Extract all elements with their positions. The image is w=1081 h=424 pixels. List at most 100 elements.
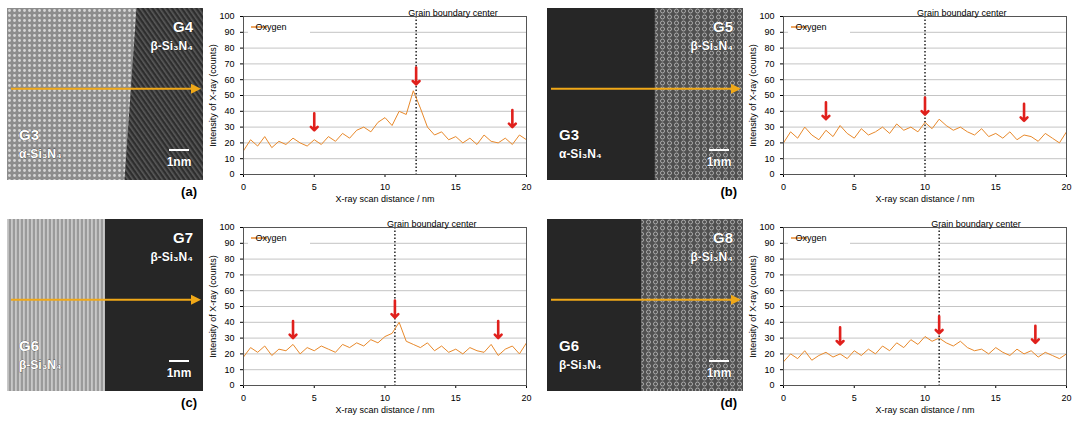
- svg-text:β-Si₃N₄: β-Si₃N₄: [690, 250, 733, 264]
- svg-text:100: 100: [219, 222, 234, 232]
- svg-text:10: 10: [224, 154, 234, 164]
- svg-text:10: 10: [380, 182, 390, 192]
- svg-text:70: 70: [764, 59, 774, 69]
- svg-text:Intensity of X-ray (counts): Intensity of X-ray (counts): [748, 255, 758, 358]
- svg-text:α-Si₃N₄: α-Si₃N₄: [559, 147, 602, 161]
- svg-text:20: 20: [764, 138, 774, 148]
- svg-text:40: 40: [764, 106, 774, 116]
- svg-text:10: 10: [380, 393, 390, 403]
- svg-text:1nm: 1nm: [167, 366, 192, 380]
- svg-text:80: 80: [764, 254, 774, 264]
- svg-text:Oxygen: Oxygen: [255, 233, 286, 243]
- svg-text:5: 5: [312, 182, 317, 192]
- svg-text:15: 15: [451, 393, 461, 403]
- svg-text:100: 100: [219, 11, 234, 21]
- svg-text:70: 70: [224, 270, 234, 280]
- svg-text:X-ray scan distance / nm: X-ray scan distance / nm: [875, 405, 974, 415]
- svg-text:40: 40: [764, 317, 774, 327]
- svg-text:60: 60: [764, 286, 774, 296]
- svg-text:70: 70: [764, 270, 774, 280]
- svg-text:100: 100: [759, 222, 774, 232]
- svg-text:100: 100: [759, 11, 774, 21]
- svg-text:Intensity of X-ray (counts): Intensity of X-ray (counts): [208, 44, 218, 147]
- svg-text:Oxygen: Oxygen: [255, 22, 286, 32]
- svg-text:Grain boundary center: Grain boundary center: [387, 219, 477, 229]
- svg-text:50: 50: [224, 301, 234, 311]
- svg-text:0: 0: [229, 169, 234, 179]
- svg-text:Oxygen: Oxygen: [795, 22, 826, 32]
- svg-text:0: 0: [781, 393, 786, 403]
- svg-text:G5: G5: [713, 18, 733, 35]
- svg-text:10: 10: [920, 393, 930, 403]
- svg-text:60: 60: [224, 75, 234, 85]
- svg-text:Grain boundary center: Grain boundary center: [408, 8, 498, 18]
- svg-text:1nm: 1nm: [167, 155, 192, 169]
- svg-text:G4: G4: [173, 18, 194, 35]
- svg-text:20: 20: [1061, 393, 1071, 403]
- svg-text:β-Si₃N₄: β-Si₃N₄: [690, 39, 733, 53]
- svg-text:90: 90: [224, 27, 234, 37]
- svg-text:Grain boundary center: Grain boundary center: [917, 8, 1007, 18]
- svg-text:0: 0: [241, 182, 246, 192]
- svg-text:5: 5: [852, 182, 857, 192]
- svg-text:10: 10: [224, 365, 234, 375]
- svg-text:G6: G6: [19, 337, 39, 354]
- svg-text:50: 50: [764, 301, 774, 311]
- svg-text:10: 10: [764, 154, 774, 164]
- svg-text:20: 20: [764, 349, 774, 359]
- svg-text:β-Si₃N₄: β-Si₃N₄: [150, 39, 193, 53]
- svg-text:10: 10: [764, 365, 774, 375]
- svg-text:20: 20: [1061, 182, 1071, 192]
- svg-text:40: 40: [224, 106, 234, 116]
- svg-text:80: 80: [224, 43, 234, 53]
- svg-text:30: 30: [764, 122, 774, 132]
- svg-text:G3: G3: [559, 126, 579, 143]
- svg-text:90: 90: [764, 27, 774, 37]
- svg-text:15: 15: [991, 393, 1001, 403]
- svg-text:1nm: 1nm: [707, 366, 732, 380]
- svg-text:70: 70: [224, 59, 234, 69]
- svg-text:α-Si₃N₄: α-Si₃N₄: [19, 147, 62, 161]
- svg-text:G7: G7: [173, 229, 193, 246]
- svg-text:90: 90: [224, 238, 234, 248]
- svg-text:Intensity of X-ray (counts): Intensity of X-ray (counts): [208, 255, 218, 358]
- svg-text:50: 50: [224, 90, 234, 100]
- svg-text:30: 30: [764, 333, 774, 343]
- svg-text:40: 40: [224, 317, 234, 327]
- svg-text:Oxygen: Oxygen: [795, 233, 826, 243]
- svg-text:30: 30: [224, 122, 234, 132]
- svg-text:β-Si₃N₄: β-Si₃N₄: [19, 358, 62, 372]
- svg-text:X-ray scan distance / nm: X-ray scan distance / nm: [335, 194, 434, 204]
- svg-text:15: 15: [451, 182, 461, 192]
- svg-text:Intensity of X-ray (counts): Intensity of X-ray (counts): [748, 44, 758, 147]
- svg-text:0: 0: [769, 169, 774, 179]
- svg-text:1nm: 1nm: [707, 155, 732, 169]
- svg-text:60: 60: [764, 75, 774, 85]
- svg-text:20: 20: [521, 393, 531, 403]
- svg-text:80: 80: [764, 43, 774, 53]
- svg-text:80: 80: [224, 254, 234, 264]
- svg-text:0: 0: [229, 380, 234, 390]
- svg-text:0: 0: [769, 380, 774, 390]
- svg-text:20: 20: [224, 349, 234, 359]
- svg-text:β-Si₃N₄: β-Si₃N₄: [559, 358, 602, 372]
- svg-text:β-Si₃N₄: β-Si₃N₄: [150, 250, 193, 264]
- svg-text:5: 5: [312, 393, 317, 403]
- svg-text:30: 30: [224, 333, 234, 343]
- svg-text:G6: G6: [559, 337, 579, 354]
- svg-text:50: 50: [764, 90, 774, 100]
- svg-text:Grain boundary center: Grain boundary center: [931, 219, 1021, 229]
- svg-text:60: 60: [224, 286, 234, 296]
- svg-text:90: 90: [764, 238, 774, 248]
- svg-text:5: 5: [852, 393, 857, 403]
- svg-text:0: 0: [241, 393, 246, 403]
- svg-text:10: 10: [920, 182, 930, 192]
- svg-text:X-ray scan distance / nm: X-ray scan distance / nm: [875, 194, 974, 204]
- svg-text:15: 15: [991, 182, 1001, 192]
- svg-text:G3: G3: [19, 126, 39, 143]
- svg-text:20: 20: [224, 138, 234, 148]
- svg-text:X-ray scan distance / nm: X-ray scan distance / nm: [335, 405, 434, 415]
- svg-text:20: 20: [521, 182, 531, 192]
- svg-text:0: 0: [781, 182, 786, 192]
- svg-text:G8: G8: [713, 229, 733, 246]
